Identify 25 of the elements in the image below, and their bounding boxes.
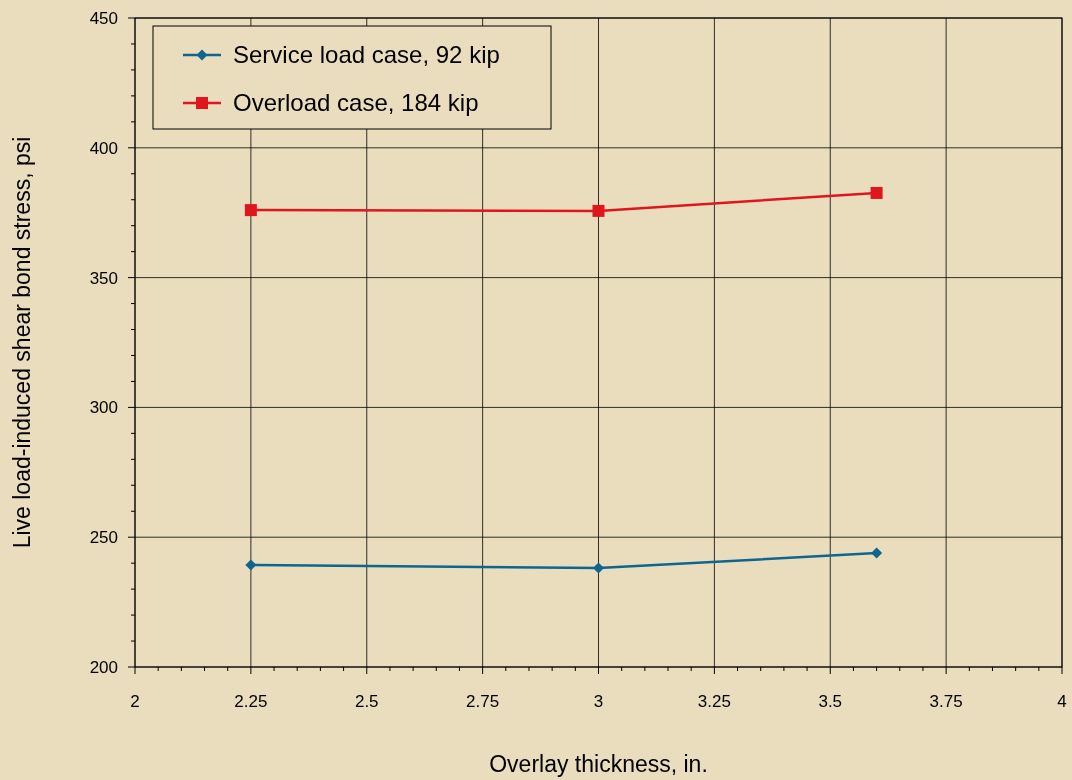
y-tick-label: 300 [89,398,118,418]
x-tick-label: 3.75 [929,692,963,711]
x-tick-label: 2.75 [466,692,500,711]
x-tick-label: 2 [130,692,140,711]
y-axis-title: Live load-induced shear bond stress, psi [9,136,35,549]
point [870,186,883,199]
point [592,204,605,217]
y-tick-label: 350 [89,268,118,288]
y-tick-label: 200 [89,658,118,677]
x-tick-label: 2.25 [234,692,268,711]
x-tick-label: 3.25 [697,692,731,711]
legend-label: Service load case, 92 kip [233,41,500,68]
x-tick-label: 3.5 [818,692,843,711]
x-axis-title: Overlay thickness, in. [489,751,708,777]
point [593,562,604,574]
x-tick-label: 4 [1057,692,1067,711]
x-tick-label: 3 [593,692,604,711]
y-tick-label: 250 [89,528,118,548]
y-tick-label: 400 [89,138,118,158]
point [871,547,883,559]
point [244,204,257,217]
point [245,559,257,571]
legend-label: Overload case, 184 kip [233,89,479,116]
x-tick-label: 2.5 [354,692,379,711]
y-tick-label: 450 [89,9,118,28]
